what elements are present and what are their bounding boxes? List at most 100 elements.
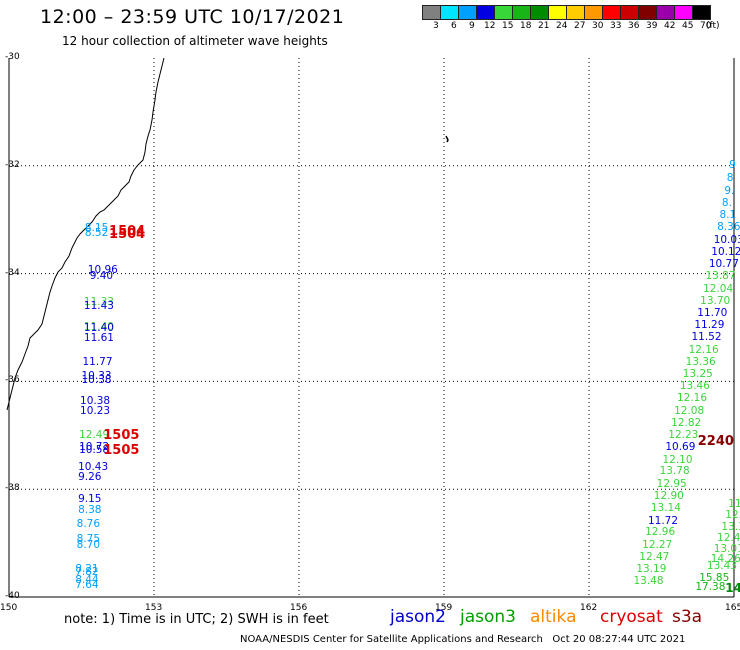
wave-height-value: 9.: [724, 184, 735, 197]
wave-height-value: 15.85: [699, 571, 730, 584]
legend-label: 21: [538, 21, 550, 31]
wave-height-value: 10.58: [79, 444, 110, 457]
legend-label: 70: [700, 21, 712, 31]
wave-height-value: 12.: [725, 509, 740, 522]
wave-height-value: 11.77: [82, 356, 113, 369]
lat-label: -34: [5, 267, 20, 278]
wave-height-value: 10.96: [87, 264, 118, 277]
wave-height-value: 10.77: [708, 257, 739, 270]
lat-label: -36: [5, 375, 20, 386]
pass-time-label: 1505: [103, 443, 140, 459]
wave-height-value: 13.36: [685, 355, 716, 368]
pass-time-label: 1504: [109, 223, 146, 239]
wave-height-value: 10.69: [665, 441, 696, 454]
grid-lines: [8, 58, 735, 598]
wave-height-value: 13.78: [659, 465, 690, 478]
wave-height-value: 8.: [721, 196, 732, 209]
wave-height-value: 11.70: [697, 307, 728, 320]
legend-label: 6: [451, 21, 457, 31]
lon-label: 165: [725, 603, 740, 613]
wave-height-value: 12.08: [674, 404, 705, 417]
wave-height-value: 8.36: [717, 221, 740, 234]
wave-height-value: 12.82: [671, 416, 702, 429]
wave-height-value: 10.33: [81, 370, 112, 383]
wave-height-value: 17.38: [695, 581, 726, 594]
satellite-label-jason2: jason2: [390, 607, 446, 627]
lon-label: 162: [580, 603, 598, 613]
wave-height-value: 12.49: [79, 429, 110, 442]
wave-height-value: 13.3: [721, 521, 740, 533]
wave-height-value: 10.12: [711, 246, 740, 259]
satellite-label-s3a: s3a: [672, 607, 703, 627]
legend-label: 45: [682, 21, 694, 31]
wave-height-value: 8.75: [76, 533, 101, 546]
wave-height-value: 12.23: [668, 428, 699, 441]
wave-height-value: 11: [728, 498, 740, 511]
legend-label: 36: [628, 21, 640, 31]
legend-label: 39: [646, 21, 658, 31]
wave-height-value: 7.82: [75, 566, 99, 579]
wave-height-value: 11.52: [691, 331, 722, 344]
legend-unit: (ft): [706, 21, 720, 31]
wave-height-value: 8.52: [84, 226, 109, 239]
wave-height-value: 8.15: [84, 222, 109, 235]
wave-height-value: 13.25: [682, 367, 713, 380]
legend-label: 33: [610, 21, 622, 31]
wave-height-value: 12.95: [656, 477, 687, 490]
wave-height-value: 12.96: [645, 526, 676, 539]
wave-height-value: 12.42: [717, 531, 740, 544]
wave-height-value: 8.21: [75, 563, 99, 576]
wave-height-value: 10.72: [79, 441, 110, 454]
satellite-label-cryosat: cryosat: [600, 607, 663, 627]
wave-height-value: 10.03: [713, 233, 740, 246]
legend-label: 3: [433, 21, 439, 31]
timestamp: Oct 20 08:27:44 UTC 2021: [552, 634, 686, 645]
wave-height-value: 8: [726, 172, 734, 185]
lat-label: -30: [5, 52, 20, 62]
wave-height-value: 11.61: [83, 332, 114, 345]
wave-height-value: 11.40: [83, 320, 114, 333]
lon-label: 156: [290, 603, 308, 613]
australia-coastline: [6, 57, 165, 411]
wave-height-value: 9: [729, 158, 736, 171]
island-marker: [445, 135, 449, 143]
lon-label: 159: [435, 603, 453, 613]
wave-height-value: 10.38: [80, 394, 111, 407]
lat-label: -32: [5, 159, 20, 170]
wave-height-value: 10.43: [78, 461, 109, 474]
legend-label: 12: [484, 21, 496, 31]
legend-label: 42: [664, 21, 676, 31]
legend-label: 27: [574, 21, 586, 31]
legend-label: 15: [502, 21, 514, 31]
page-title: 12:00 – 23:59 UTC 10/17/2021: [40, 6, 345, 28]
lon-label: 150: [0, 603, 18, 613]
wave-height-value: 7.64: [75, 579, 99, 592]
wave-height-value: 144: [725, 581, 740, 596]
legend-label: 18: [520, 21, 532, 31]
lat-label: -40: [5, 591, 20, 601]
satellite-label-altika: altika: [530, 607, 577, 627]
wave-height-value: 11.72: [647, 514, 679, 527]
satellite-label-jason3: jason3: [460, 607, 516, 627]
wave-height-value: 14.26: [710, 553, 740, 566]
wave-height-value: 12.04: [703, 282, 734, 295]
wave-height-value: 12.47: [639, 551, 670, 564]
legend-swatch: [692, 5, 711, 20]
wave-height-value: 12.10: [662, 453, 693, 466]
pass-time-label: 2240: [697, 434, 734, 450]
wave-height-value: 12.16: [688, 343, 719, 356]
wave-height-value: 9.40: [89, 269, 114, 282]
pass-time-label: 1505: [103, 428, 140, 444]
wave-height-value: 8.76: [76, 518, 101, 531]
legend-label: 30: [592, 21, 604, 31]
wave-height-value: 13.19: [636, 563, 667, 576]
wave-height-value: 11.29: [694, 319, 725, 332]
wave-height-value: 13.14: [650, 502, 681, 515]
wave-height-value: 13.87: [705, 270, 736, 283]
credit-line: NOAA/NESDIS Center for Satellite Applica…: [240, 634, 685, 645]
color-legend: [422, 5, 711, 20]
footer-note: note: 1) Time is in UTC; 2) SWH is in fe…: [64, 612, 329, 627]
wave-height-value: 8.38: [78, 503, 102, 516]
wave-height-value: 11.40: [83, 322, 114, 335]
